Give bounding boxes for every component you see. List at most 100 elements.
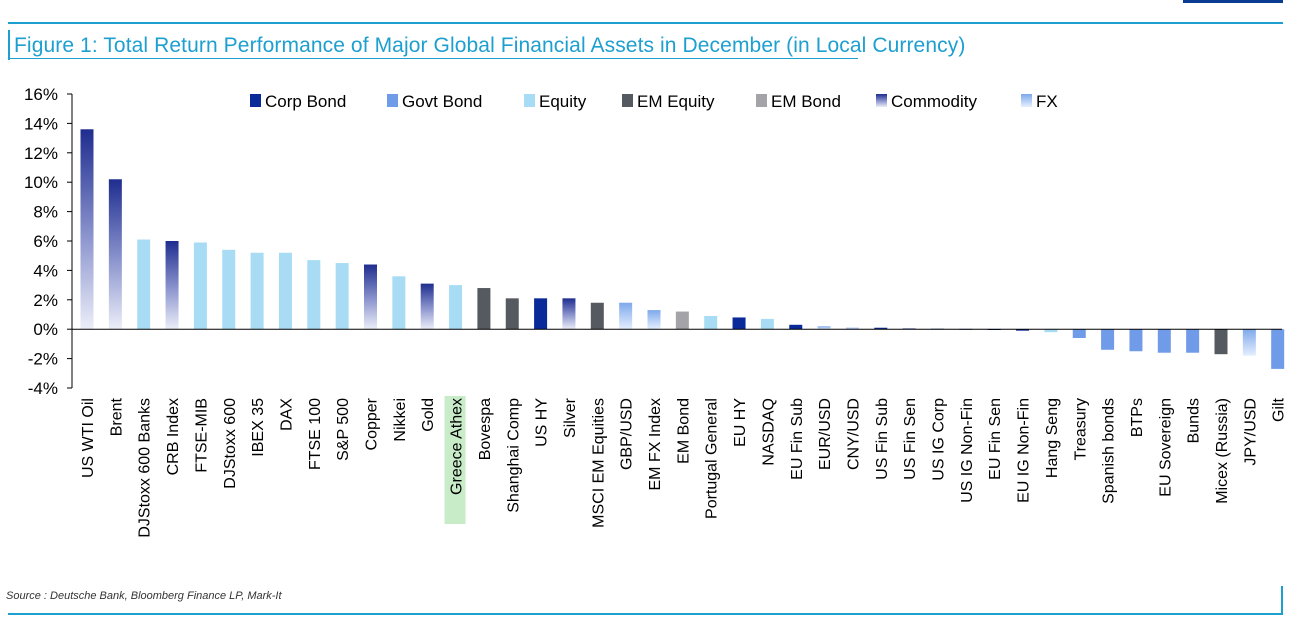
x-label-dax: DAX (278, 398, 295, 431)
bar-eu-ig-non-fin (1016, 329, 1030, 331)
bar-s-p-500 (335, 263, 349, 330)
x-label-eu-ig-non-fin: EU IG Non-Fin (1016, 398, 1033, 503)
x-label-djstoxx-600: DJStoxx 600 (222, 398, 239, 489)
x-label-eu-hy: EU HY (732, 398, 749, 447)
y-tick-label: -2% (28, 350, 58, 369)
x-label-btps: BTPs (1129, 398, 1146, 437)
bar-msci-em-equities (590, 302, 604, 330)
bar-greece-athex (449, 285, 463, 330)
bar-djstoxx-600 (222, 249, 236, 330)
bar-nasdaq (760, 318, 774, 330)
x-label-us-fin-sub: US Fin Sub (874, 398, 891, 480)
axis-layer: 16% 14% 12% 10% 8% 6% 4% 2% 0% -2% -4% (24, 85, 1282, 398)
bar-gilt (1271, 329, 1285, 369)
bar-ftse-mib (193, 242, 207, 330)
x-label-copper: Copper (364, 397, 381, 450)
x-label-shanghai-comp: Shanghai Comp (505, 398, 522, 513)
bar-treasury (1072, 329, 1086, 339)
x-label-hang-seng: Hang Seng (1044, 398, 1061, 478)
x-label-ibex-35: IBEX 35 (250, 398, 267, 457)
x-label-us-ig-corp: US IG Corp (931, 398, 948, 481)
bar-us-hy (534, 298, 548, 330)
top-accent-bar (1183, 0, 1283, 3)
x-label-us-fin-sen: US Fin Sen (902, 398, 919, 480)
legend-label-em-bond: EM Bond (771, 92, 841, 111)
bar-nikkei (392, 276, 406, 330)
x-label-portugal-general: Portugal General (704, 398, 721, 519)
legend-swatch-em-bond (756, 94, 767, 107)
bar-eu-fin-sub (789, 324, 803, 330)
legend-label-commodity: Commodity (891, 92, 977, 111)
x-label-nasdaq: NASDAQ (760, 398, 777, 466)
title-underline (8, 58, 858, 59)
bar-dax (278, 252, 292, 330)
x-label-eu-fin-sen: EU Fin Sen (987, 398, 1004, 480)
y-tick-label: 14% (24, 114, 58, 133)
bottom-accent (1281, 586, 1283, 615)
x-label-eur-usd: EUR/USD (817, 398, 834, 470)
y-tick-label: 12% (24, 144, 58, 163)
bar-shanghai-comp (505, 298, 519, 330)
x-label-ftse-100: FTSE 100 (307, 398, 324, 470)
labels-layer: US WTI Oil Brent DJStoxx 600 Banks CRB Inde… (80, 397, 1288, 537)
x-label-msci-em-equities: MSCI EM Equities (590, 398, 607, 528)
bar-gbp-usd (619, 302, 633, 330)
legend-label-fx: FX (1036, 92, 1058, 111)
y-tick-label: 6% (33, 232, 58, 251)
y-tick-label: 8% (33, 203, 58, 222)
legend-label-corp-bond: Corp Bond (265, 92, 346, 111)
bar-ibex-35 (250, 252, 264, 330)
highlight-greece-athex (444, 396, 466, 524)
x-label-em-fx-index: EM FX Index (647, 398, 664, 490)
top-rule (8, 22, 1283, 24)
x-label-ftse-mib: FTSE-MIB (193, 398, 210, 473)
x-label-eu-sovereign: EU Sovereign (1157, 398, 1174, 497)
legend-swatch-govt-bond (387, 94, 398, 107)
bar-brent (108, 179, 122, 330)
bar-hang-seng (1044, 329, 1058, 333)
bar-ftse-100 (307, 260, 321, 330)
bar-em-bond (675, 311, 689, 330)
x-label-us-wti-oil: US WTI Oil (80, 398, 97, 478)
bar-bunds (1186, 329, 1200, 353)
bar-eu-sovereign (1157, 329, 1171, 353)
x-label-bunds: Bunds (1186, 398, 1203, 443)
x-label-greece-athex: Greece Athex (449, 398, 466, 495)
bar-us-wti-oil (80, 129, 94, 330)
bar-micex-russia (1214, 329, 1228, 355)
chart-svg: 16% 14% 12% 10% 8% 6% 4% 2% 0% -2% -4% US WTI Oil B… (24, 85, 1288, 538)
x-label-djstoxx-600-banks: DJStoxx 600 Banks (137, 398, 154, 538)
bar-us-fin-sub (874, 327, 888, 330)
y-tick-label: 0% (33, 320, 58, 339)
bar-portugal-general (704, 315, 718, 330)
bar-gold (420, 283, 434, 330)
x-label-micex-russia: Micex (Russia) (1214, 398, 1231, 504)
y-tick-label: 10% (24, 173, 58, 192)
x-label-eu-fin-sub: EU Fin Sub (789, 398, 806, 480)
legend-swatch-em-equity (622, 94, 633, 107)
x-label-nikkei: Nikkei (392, 398, 409, 442)
x-label-em-bond: EM Bond (675, 398, 692, 464)
legend-swatch-fx (1021, 94, 1032, 107)
bar-jpy-usd (1242, 329, 1256, 356)
bar-eur-usd (817, 326, 831, 330)
legend-label-govt-bond: Govt Bond (402, 92, 482, 111)
bar-bovespa (477, 288, 491, 330)
bar-copper (364, 264, 377, 330)
bar-djstoxx-600-banks (137, 239, 151, 330)
legend-label-equity: Equity (539, 92, 587, 111)
source-note: Source : Deutsche Bank, Bloomberg Financ… (6, 590, 282, 602)
x-label-jpy-usd: JPY/USD (1242, 398, 1259, 466)
x-label-s-p-500: S&P 500 (335, 398, 352, 461)
x-label-crb-index: CRB Index (165, 398, 182, 475)
bar-cny-usd (845, 327, 859, 330)
y-tick-label: -4% (28, 379, 58, 398)
y-tick-label: 4% (33, 261, 58, 280)
legend-swatch-commodity (876, 94, 887, 107)
bar-em-fx-index (647, 310, 661, 330)
bar-btps (1129, 329, 1143, 352)
x-label-us-hy: US HY (534, 398, 551, 447)
bar-spanish-bonds (1101, 329, 1115, 350)
x-label-gold: Gold (420, 398, 437, 432)
x-label-brent: Brent (108, 397, 125, 436)
